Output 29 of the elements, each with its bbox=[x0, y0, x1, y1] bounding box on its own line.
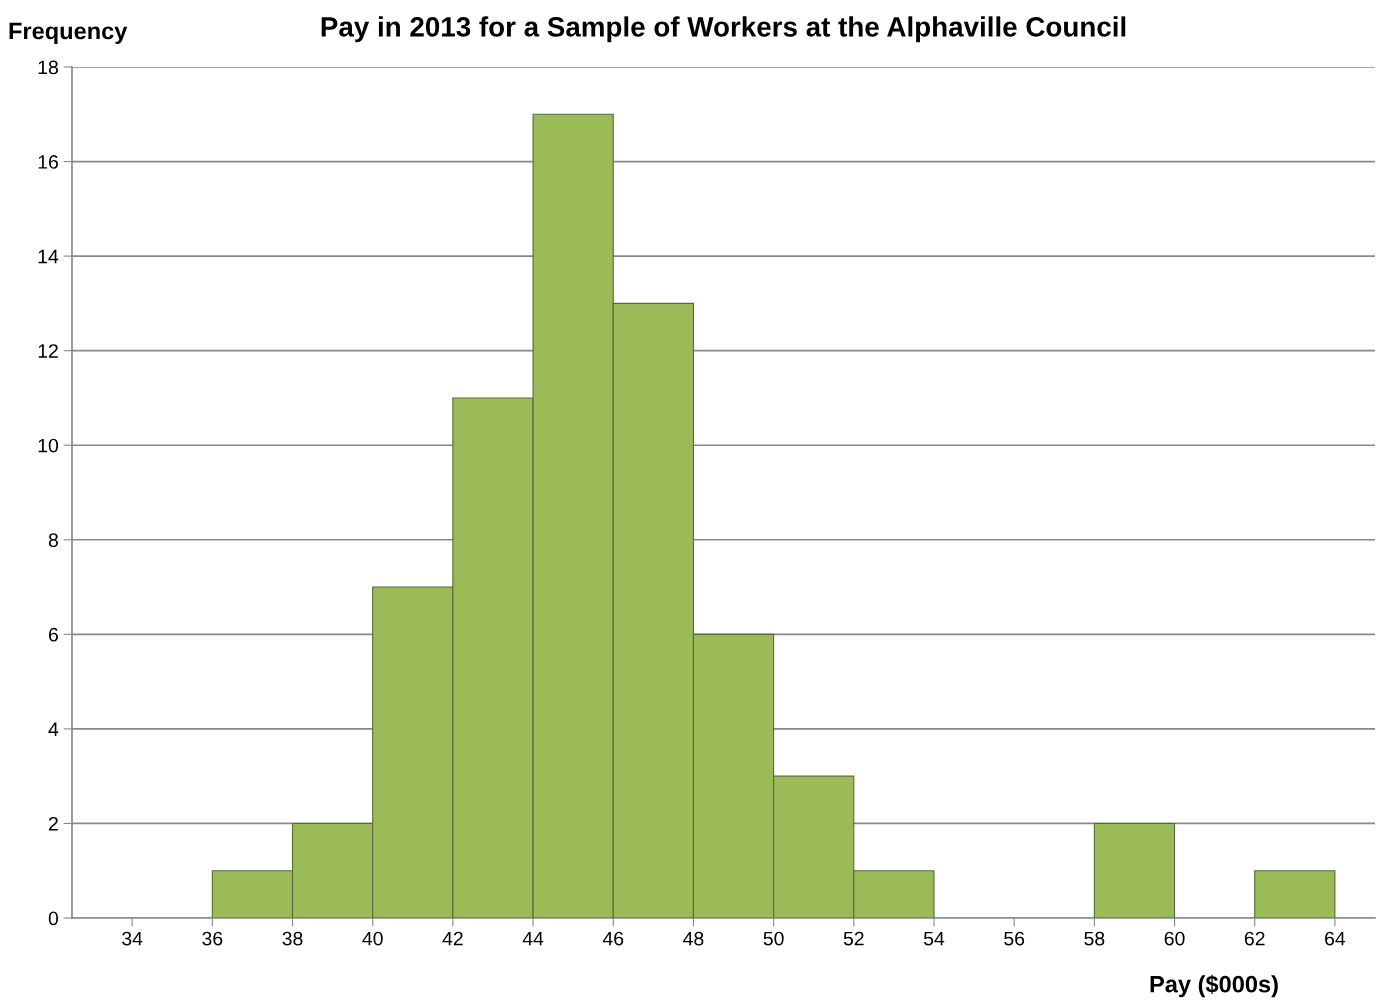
x-tick-label: 64 bbox=[1325, 931, 1346, 946]
y-tick-label: 10 bbox=[38, 438, 59, 453]
x-tick-label: 38 bbox=[282, 931, 303, 946]
x-tick-label: 50 bbox=[763, 931, 784, 946]
x-tick-label: 40 bbox=[362, 931, 383, 946]
y-tick-label: 8 bbox=[48, 533, 58, 548]
x-tick-label: 48 bbox=[683, 931, 704, 946]
x-tick-label: 34 bbox=[122, 931, 143, 946]
y-tick-label: 14 bbox=[38, 249, 59, 264]
x-tick-label: 52 bbox=[843, 931, 864, 946]
y-tick-label: 18 bbox=[38, 60, 58, 75]
x-tick-label: 54 bbox=[923, 931, 945, 946]
x-tick-label: 58 bbox=[1084, 931, 1105, 946]
x-tick-label: 46 bbox=[602, 931, 624, 946]
x-tick-label: 56 bbox=[1004, 931, 1025, 946]
y-tick-label: 6 bbox=[48, 627, 58, 642]
y-tick-label: 4 bbox=[48, 722, 59, 736]
x-tick-label: 36 bbox=[202, 931, 223, 946]
y-tick-label: 0 bbox=[48, 911, 59, 926]
y-tick-label: 16 bbox=[38, 155, 58, 169]
chart-title: Pay in 2013 for a Sample of Workers at the Alphaville Council bbox=[321, 16, 1126, 43]
y-tick-label: 2 bbox=[48, 816, 58, 831]
y-tick-label: 12 bbox=[38, 344, 58, 358]
x-tick-label: 60 bbox=[1164, 931, 1185, 946]
x-tick-label: 44 bbox=[522, 931, 544, 946]
x-tick-label: 42 bbox=[442, 931, 463, 946]
x-tick-label: 62 bbox=[1244, 931, 1265, 946]
x-axis-title: Pay ($000s) bbox=[1150, 974, 1278, 998]
y-axis-title: Frequency bbox=[9, 22, 128, 45]
